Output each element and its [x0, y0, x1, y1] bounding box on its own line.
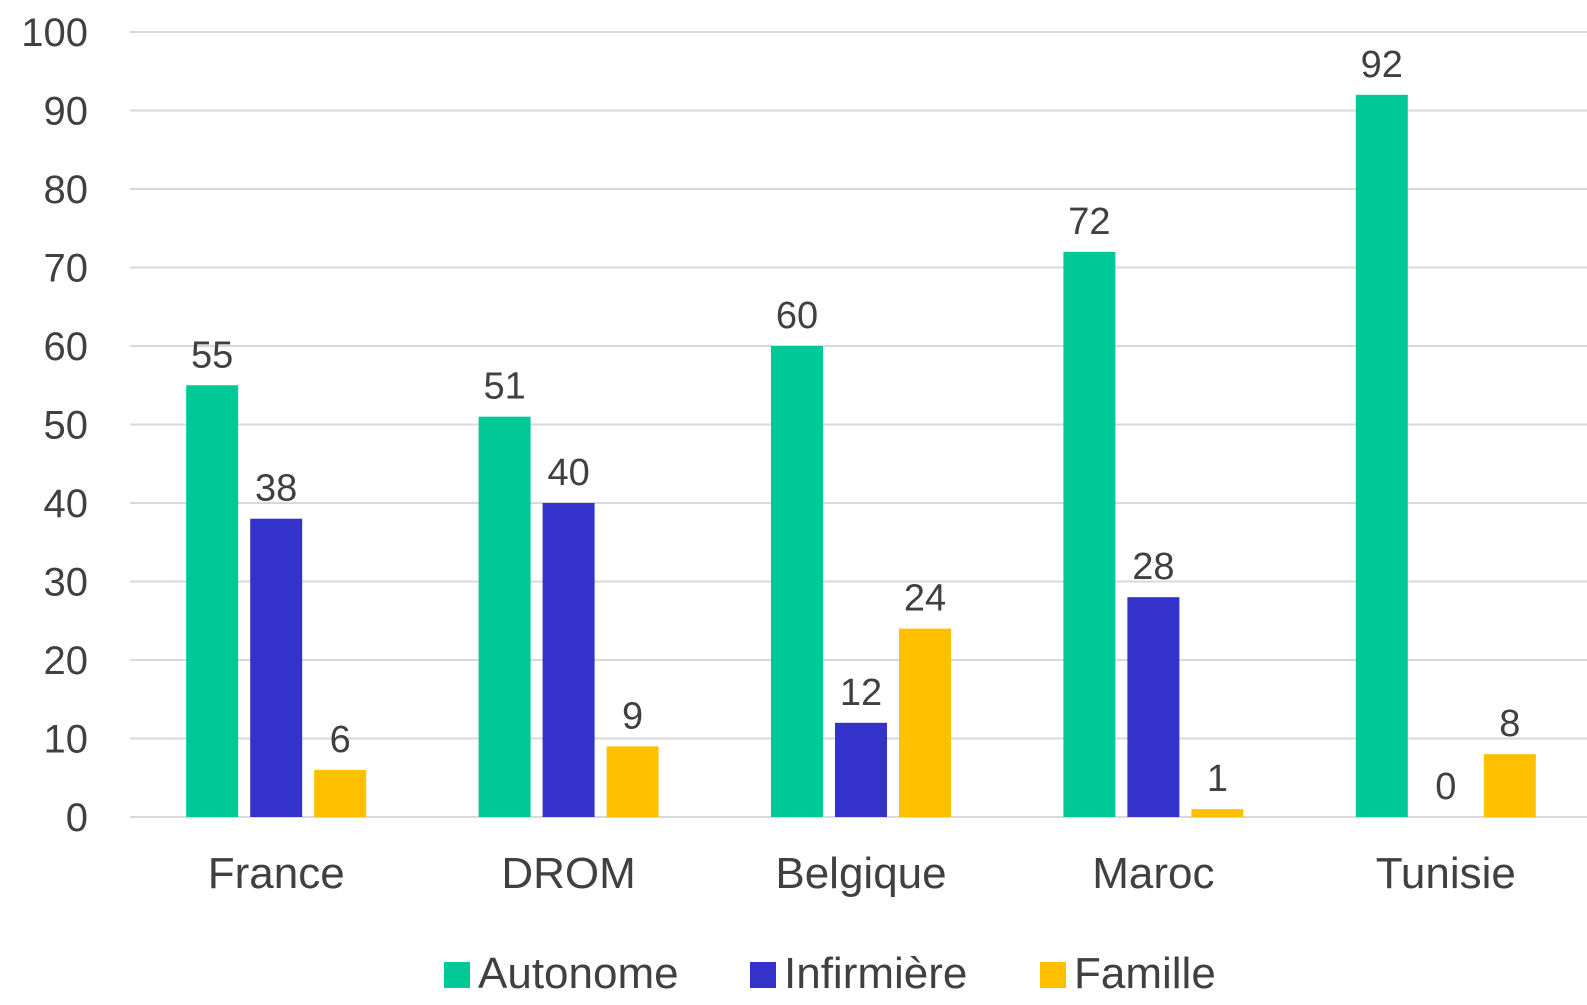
- data-label: 38: [255, 468, 297, 510]
- legend-label: Famille: [1074, 949, 1216, 998]
- bar-infirmire-drom: [542, 503, 595, 817]
- y-tick-label: 100: [21, 11, 88, 55]
- x-category-label: Maroc: [1092, 849, 1214, 898]
- data-label: 1: [1207, 758, 1228, 800]
- y-tick-label: 90: [44, 90, 89, 134]
- data-labels: 55 38 6 51 40 9 60 12 24 72 28 1 92 0 8: [191, 44, 1520, 808]
- y-tick-label: 30: [44, 561, 89, 605]
- x-axis-categories: France DROM Belgique Maroc Tunisie: [208, 849, 1516, 898]
- x-category-label: Belgique: [775, 849, 946, 898]
- x-category-label: DROM: [501, 849, 635, 898]
- data-label: 40: [547, 452, 589, 494]
- legend: Autonome Infirmière Famille: [444, 949, 1216, 998]
- bar-autonome-tunisie: [1355, 94, 1408, 818]
- bars: [186, 94, 1536, 818]
- bar-autonome-maroc: [1063, 251, 1116, 818]
- y-tick-label: 80: [44, 168, 89, 212]
- bar-autonome-drom: [478, 416, 531, 817]
- data-label: 92: [1361, 44, 1403, 86]
- bar-infirmire-maroc: [1127, 597, 1180, 817]
- data-label: 6: [330, 719, 351, 761]
- bar-infirmire-france: [250, 518, 303, 817]
- legend-swatch: [750, 962, 776, 988]
- y-tick-label: 0: [66, 796, 88, 840]
- data-label: 51: [483, 366, 525, 408]
- y-tick-label: 40: [44, 482, 89, 526]
- data-label: 9: [622, 695, 643, 737]
- y-tick-label: 60: [44, 325, 89, 369]
- bar-autonome-france: [186, 385, 239, 817]
- data-label: 8: [1499, 703, 1520, 745]
- data-label: 24: [904, 578, 946, 620]
- data-label: 55: [191, 334, 233, 376]
- data-label: 0: [1435, 766, 1456, 808]
- y-tick-label: 10: [44, 718, 89, 762]
- y-tick-label: 70: [44, 247, 89, 291]
- legend-label: Infirmière: [784, 949, 967, 998]
- data-label: 12: [840, 672, 882, 714]
- y-tick-label: 20: [44, 639, 89, 683]
- bar-famille-drom: [606, 746, 659, 817]
- bar-autonome-belgique: [771, 346, 823, 817]
- bar-infirmire-belgique: [835, 722, 887, 817]
- x-category-label: France: [208, 849, 345, 898]
- legend-swatch: [1040, 962, 1066, 988]
- data-label: 60: [776, 295, 818, 337]
- bar-famille-belgique: [899, 628, 951, 817]
- legend-swatch: [444, 962, 470, 988]
- data-label: 72: [1068, 201, 1110, 243]
- data-label: 28: [1132, 546, 1174, 588]
- y-axis-ticks: 0 10 20 30 40 50 60 70 80 90 100: [21, 11, 88, 840]
- legend-label: Autonome: [478, 949, 679, 998]
- bar-famille-maroc: [1191, 809, 1244, 817]
- y-tick-label: 50: [44, 404, 89, 448]
- x-category-label: Tunisie: [1376, 849, 1516, 898]
- gridlines: [130, 31, 1587, 818]
- bar-famille-france: [314, 769, 367, 817]
- bar-famille-tunisie: [1483, 754, 1536, 817]
